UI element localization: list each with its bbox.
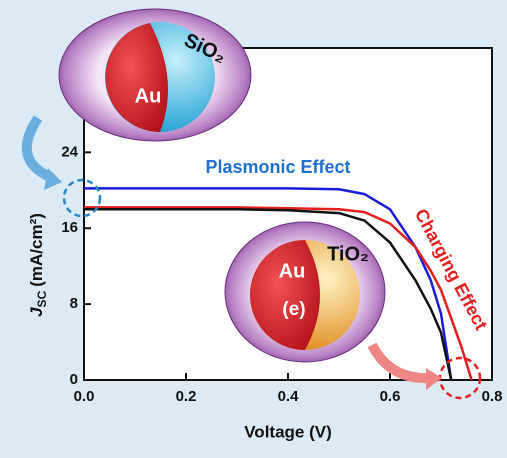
x-tick-label: 0.8 bbox=[482, 388, 503, 405]
y-label-symbol: J bbox=[27, 307, 46, 317]
y-tick-label: 0 bbox=[70, 371, 78, 388]
x-tick-label: 0.4 bbox=[278, 388, 300, 405]
arrow bbox=[21, 115, 55, 183]
x-tick-label: 0.2 bbox=[176, 388, 197, 405]
series-line bbox=[84, 208, 453, 381]
highlight bbox=[62, 178, 102, 218]
series-line bbox=[84, 206, 473, 381]
particle-label: TiO₂ bbox=[327, 243, 369, 265]
y-label-subscript: SC bbox=[35, 290, 49, 307]
y-tick-label: 8 bbox=[70, 295, 78, 312]
particle-label: (e) bbox=[282, 299, 305, 320]
y-tick-label: 24 bbox=[61, 143, 78, 160]
particle-label: Au bbox=[135, 85, 162, 107]
particle-au bbox=[105, 23, 168, 132]
x-tick-label: 0.0 bbox=[74, 388, 95, 405]
plot: 0.0 0.2 0.4 0.6 0.8 0 8 16 24 bbox=[61, 143, 502, 405]
x-tick-label: 0.6 bbox=[380, 388, 401, 405]
annotation: Plasmonic Effect bbox=[205, 157, 350, 177]
x-axis-label: Voltage (V) bbox=[244, 422, 332, 441]
y-axis-label: JSC (mA/cm²) bbox=[27, 213, 49, 317]
particle-au bbox=[250, 240, 320, 350]
particle-label: Au bbox=[279, 260, 306, 282]
y-label-unit: (mA/cm²) bbox=[27, 213, 46, 287]
y-tick-label: 16 bbox=[61, 219, 78, 236]
arrow bbox=[426, 368, 442, 390]
arrow bbox=[44, 168, 62, 190]
series-line bbox=[84, 187, 453, 381]
arrow bbox=[367, 342, 431, 384]
